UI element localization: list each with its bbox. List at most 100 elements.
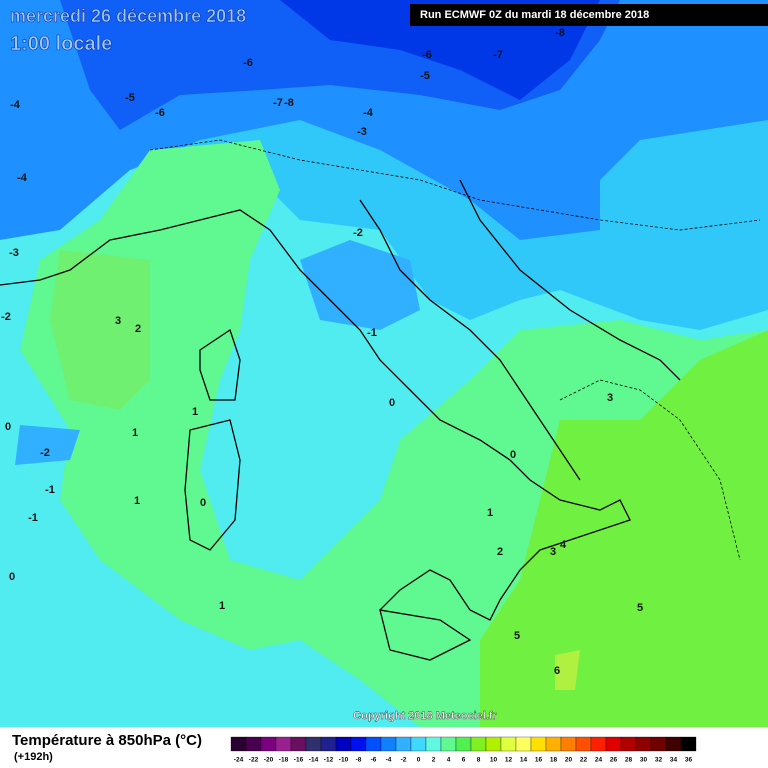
legend-swatch: [455, 736, 472, 752]
contour-label: 1: [132, 427, 138, 439]
contour-label: -8: [555, 27, 565, 39]
legend-tick-label: -12: [324, 757, 334, 764]
legend-swatch: [650, 736, 667, 752]
contour-label: -8: [284, 97, 294, 109]
legend-tick-label: 8: [477, 757, 481, 764]
legend-tick-label: -18: [279, 757, 289, 764]
contour-labels: -4-5-6-6-7 -8-6-5-7-8-4-3-4-3-2-2-132110-…: [1, 27, 643, 677]
legend-tick-label: -8: [356, 757, 362, 764]
legend-tick-label: -20: [264, 757, 274, 764]
legend-swatch: [410, 736, 427, 752]
contour-label: -3: [9, 247, 19, 259]
forecast-date: mercredi 26 décembre 2018: [10, 6, 246, 26]
legend-swatch: [245, 736, 262, 752]
legend-swatch: [305, 736, 322, 752]
contour-label: 1: [487, 507, 493, 519]
legend-swatch: [680, 736, 697, 752]
contour-label: -1: [28, 512, 38, 524]
legend-tick-label: 30: [640, 757, 648, 764]
legend-tick-label: -14: [309, 757, 319, 764]
contour-label: 5: [637, 602, 643, 614]
legend-tick-label: -2: [401, 757, 407, 764]
forecast-time: 1:00 locale: [10, 33, 112, 55]
contour-label: 1: [134, 495, 140, 507]
coastlines: [0, 139, 761, 661]
legend-tick-label: -6: [371, 757, 377, 764]
legend-swatch: [350, 736, 367, 752]
contour-label: -1: [367, 327, 377, 339]
legend-swatch: [395, 736, 412, 752]
contour-label: 3: [607, 392, 613, 404]
legend-swatch: [275, 736, 292, 752]
contour-label: -7: [273, 97, 283, 109]
contour-label: 0: [5, 421, 11, 433]
contour-label: 5: [514, 630, 520, 642]
legend-tick-label: 6: [462, 757, 466, 764]
legend-tick-label: 22: [580, 757, 588, 764]
map-background: [0, 0, 768, 727]
legend-tick-label: 16: [535, 757, 543, 764]
legend-tick-label: 24: [595, 757, 603, 764]
legend-tick-label: 32: [655, 757, 663, 764]
contour-label: 0: [389, 397, 395, 409]
contour-label: -4: [363, 107, 374, 119]
contour-label: 2: [135, 323, 141, 335]
contour-label: 6: [554, 665, 560, 677]
legend-tick-label: -4: [386, 757, 392, 764]
contour-label: -6: [422, 49, 432, 61]
legend-tick-label: -24: [234, 757, 244, 764]
legend-swatch: [365, 736, 382, 752]
contour-label: 0: [9, 571, 15, 583]
legend-tick-label: -22: [249, 757, 259, 764]
contour-label: -5: [420, 70, 430, 82]
legend-swatch: [575, 736, 592, 752]
run-info: Run ECMWF 0Z du mardi 18 décembre 2018: [420, 9, 649, 21]
copyright: Copyright 2018 Meteociel.fr: [353, 710, 497, 722]
legend-tick-label: 36: [685, 757, 693, 764]
legend-swatch: [320, 736, 337, 752]
legend-swatch: [530, 736, 547, 752]
contour-label: 2: [497, 546, 503, 558]
legend-swatch: [440, 736, 457, 752]
legend-tick-label: 10: [490, 757, 498, 764]
legend-swatch: [515, 736, 532, 752]
legend-swatch: [665, 736, 682, 752]
contour-label: -2: [353, 227, 363, 239]
legend-swatch: [230, 736, 247, 752]
legend-swatch: [290, 736, 307, 752]
legend-tick-label: 34: [670, 757, 678, 764]
run-banner: [410, 4, 768, 26]
legend-tick-label: 28: [625, 757, 633, 764]
legend-swatch: [545, 736, 562, 752]
contour-label: 1: [219, 600, 225, 612]
contour-label: -6: [155, 107, 165, 119]
legend-swatch: [560, 736, 577, 752]
contour-label: 4: [560, 539, 567, 551]
legend-tick-label: -10: [339, 757, 349, 764]
contour-label: -6: [243, 57, 253, 69]
legend-swatch: [500, 736, 517, 752]
legend-tick-label: 0: [417, 757, 421, 764]
lead-time: (+192h): [14, 751, 53, 763]
contour-label: -4: [17, 172, 28, 184]
contour-label: 3: [115, 315, 121, 327]
legend-swatch: [335, 736, 352, 752]
contour-label: 0: [200, 497, 206, 509]
legend-swatch: [635, 736, 652, 752]
contour-label: -1: [45, 484, 55, 496]
contour-label: -2: [1, 311, 11, 323]
footer-title: Température à 850hPa (°C): [12, 732, 202, 749]
legend-swatch: [470, 736, 487, 752]
legend-swatch: [380, 736, 397, 752]
legend-tick-label: -16: [294, 757, 304, 764]
color-legend: -24 -22 -20 -18 -16 -14 -12 -10 -8 -6 -4 -2 0 2 4 6 8 10 1…: [230, 736, 697, 764]
legend-swatch: [485, 736, 502, 752]
legend-tick-label: 14: [520, 757, 528, 764]
contour-label: -4: [10, 99, 21, 111]
contour-label: 1: [192, 406, 198, 418]
contour-label: -5: [125, 92, 135, 104]
legend-tick-label: 2: [432, 757, 436, 764]
legend-swatch: [590, 736, 607, 752]
